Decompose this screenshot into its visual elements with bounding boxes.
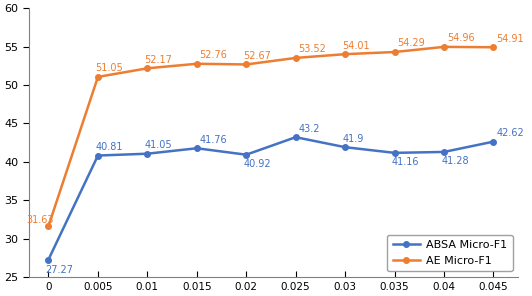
ABSA Micro-F1 (243, 153, 250, 157)
Line: AE Micro-F1: AE Micro-F1 (46, 44, 496, 229)
Text: 54.01: 54.01 (342, 41, 370, 51)
Text: 41.05: 41.05 (145, 140, 172, 150)
AE Micro-F1 (144, 67, 151, 70)
Legend: ABSA Micro-F1, AE Micro-F1: ABSA Micro-F1, AE Micro-F1 (387, 235, 512, 271)
AE Micro-F1 (392, 50, 398, 54)
AE Micro-F1 (441, 45, 447, 49)
Text: 40.81: 40.81 (95, 142, 123, 152)
ABSA Micro-F1 (392, 151, 398, 155)
AE Micro-F1 (490, 46, 496, 49)
ABSA Micro-F1 (490, 140, 496, 144)
Text: 54.29: 54.29 (397, 38, 425, 49)
Text: 51.05: 51.05 (95, 63, 123, 73)
AE Micro-F1 (194, 62, 200, 65)
Text: 41.9: 41.9 (342, 133, 364, 144)
Text: 41.76: 41.76 (200, 135, 227, 145)
AE Micro-F1 (293, 56, 299, 60)
ABSA Micro-F1 (293, 135, 299, 139)
Text: 41.28: 41.28 (441, 157, 469, 166)
AE Micro-F1 (95, 75, 101, 79)
Text: 27.27: 27.27 (46, 266, 74, 275)
Line: ABSA Micro-F1: ABSA Micro-F1 (46, 134, 496, 262)
ABSA Micro-F1 (441, 150, 447, 154)
Text: 52.76: 52.76 (200, 50, 228, 60)
Text: 52.17: 52.17 (145, 55, 172, 65)
AE Micro-F1 (243, 63, 250, 66)
AE Micro-F1 (342, 52, 348, 56)
Text: 40.92: 40.92 (244, 159, 271, 169)
Text: 41.16: 41.16 (392, 157, 419, 167)
Text: 53.52: 53.52 (298, 44, 326, 54)
Text: 43.2: 43.2 (298, 124, 320, 133)
ABSA Micro-F1 (194, 147, 200, 150)
ABSA Micro-F1 (144, 152, 151, 155)
Text: 54.91: 54.91 (496, 34, 524, 44)
Text: 54.96: 54.96 (447, 33, 475, 43)
ABSA Micro-F1 (45, 258, 52, 261)
Text: 42.62: 42.62 (496, 128, 524, 138)
Text: 31.63: 31.63 (26, 215, 54, 225)
Text: 52.67: 52.67 (244, 51, 271, 61)
AE Micro-F1 (45, 224, 52, 228)
ABSA Micro-F1 (95, 154, 101, 157)
ABSA Micro-F1 (342, 145, 348, 149)
